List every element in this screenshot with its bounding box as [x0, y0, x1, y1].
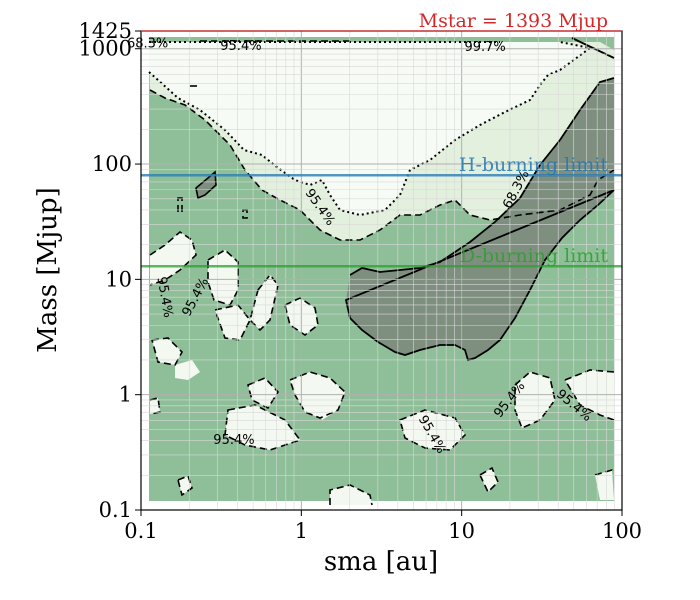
y-tick-label: 1000 [79, 37, 132, 61]
contour-fill-blob [248, 378, 278, 408]
y-axis-label: Mass [Mjup] [33, 187, 63, 352]
contour-label: 95.4% [213, 433, 254, 448]
contour-line-95 [329, 484, 373, 506]
x-tick-label: 10 [448, 519, 475, 543]
contour-line-95 [177, 474, 193, 497]
contour-line-68-top [571, 37, 615, 59]
y-tick-label: 1425 [79, 19, 132, 43]
contour-line-95 [514, 371, 556, 430]
contour-line-95 [149, 230, 197, 286]
contour-line-95 [399, 409, 467, 451]
contour-fill-blob [150, 232, 196, 285]
contour-label: 95.4% [153, 276, 175, 319]
contour-line-99 [148, 41, 593, 217]
chart-title: Mstar = 1393 Mjup [419, 10, 608, 32]
reference-line-label: H-burning limit [459, 154, 608, 176]
x-tick-label: 1 [295, 519, 308, 543]
contour-fill-blob [330, 485, 372, 505]
contour-line-68-small [195, 170, 217, 200]
contour-label: 95.4% [220, 39, 261, 54]
reference-lines: H-burning limit D-burning limit [141, 154, 622, 268]
y-tick-label: 100 [92, 152, 132, 176]
contour-fill-blob [318, 398, 335, 420]
contour-fill-blob [215, 305, 250, 340]
contour-fill-68-small [196, 172, 216, 198]
contour-label: 99.7% [464, 40, 505, 55]
x-axis-label: sma [au] [324, 547, 438, 577]
contour-line-95 [150, 337, 183, 366]
x-tick-label: 0.1 [124, 519, 157, 543]
contour-fill-blob [175, 360, 200, 380]
contour-line-95 [478, 466, 499, 494]
y-tick-label: 10 [105, 267, 132, 291]
contour-line-95 [207, 249, 239, 306]
contour-fill-white-top [149, 42, 590, 215]
contour-fill-68 [346, 78, 614, 360]
contour-fill-blob [595, 470, 614, 500]
contour-line-95 [177, 197, 183, 213]
y-tick-label: 1 [119, 383, 132, 407]
contour-line-68 [344, 77, 615, 362]
contour-line-95 [149, 397, 161, 415]
contour-line-95 [289, 371, 346, 419]
contour-fill-blob [250, 275, 278, 330]
reference-line-label: D-burning limit [460, 245, 608, 267]
contour-line-95 [149, 89, 615, 241]
contour-fill-blob [208, 250, 238, 305]
x-tick-label: 100 [602, 519, 642, 543]
contour-line-95 [564, 369, 615, 421]
contour-fill-blob [225, 405, 300, 450]
y-tick-label: 0.1 [99, 498, 132, 522]
contour-line-95 [594, 469, 615, 476]
contour-line-95 [284, 297, 319, 336]
contour-line-95 [249, 273, 279, 332]
contour-label: 68.3% [127, 36, 168, 51]
contour-fill-layer [148, 37, 615, 506]
contour-line-95 [224, 404, 302, 451]
